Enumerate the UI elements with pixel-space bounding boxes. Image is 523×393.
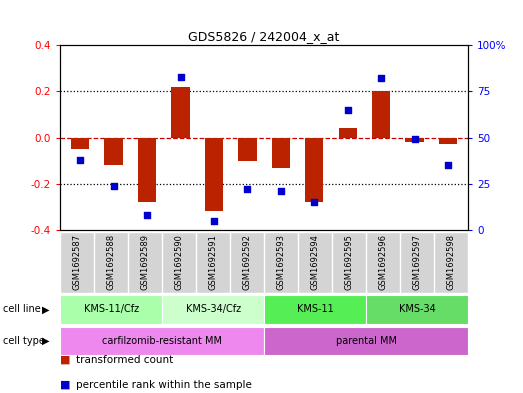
Text: transformed count: transformed count	[76, 354, 173, 365]
Point	[411, 136, 419, 143]
Bar	[162, 296, 264, 324]
Title: GDS5826 / 242004_x_at: GDS5826 / 242004_x_at	[188, 29, 340, 42]
Text: ▶: ▶	[42, 305, 50, 314]
Text: GSM1692598: GSM1692598	[447, 234, 456, 290]
Point	[277, 188, 285, 194]
Bar	[264, 296, 366, 324]
Bar	[60, 296, 162, 324]
Text: KMS-34: KMS-34	[399, 305, 436, 314]
Text: carfilzomib-resistant MM: carfilzomib-resistant MM	[102, 336, 222, 346]
Bar	[305, 138, 323, 202]
Point	[444, 162, 452, 168]
Text: GSM1692595: GSM1692595	[345, 234, 354, 290]
Point	[344, 107, 352, 113]
Bar	[405, 138, 424, 142]
Text: KMS-11: KMS-11	[297, 305, 334, 314]
Point	[76, 156, 84, 163]
Bar	[205, 138, 223, 211]
Bar	[366, 296, 468, 324]
Bar	[372, 91, 390, 138]
Bar	[138, 138, 156, 202]
Point	[310, 199, 319, 205]
Text: GSM1692590: GSM1692590	[175, 234, 184, 290]
Text: parental MM: parental MM	[336, 336, 396, 346]
Text: GSM1692594: GSM1692594	[311, 234, 320, 290]
Text: GSM1692588: GSM1692588	[107, 234, 116, 290]
Bar	[338, 128, 357, 138]
Text: KMS-34/Cfz: KMS-34/Cfz	[186, 305, 241, 314]
Bar	[71, 138, 89, 149]
Text: cell line: cell line	[3, 305, 40, 314]
Bar	[105, 138, 123, 165]
Bar	[271, 138, 290, 167]
Text: KMS-11/Cfz: KMS-11/Cfz	[84, 305, 139, 314]
Point	[109, 182, 118, 189]
Point	[243, 186, 252, 193]
Text: GSM1692597: GSM1692597	[413, 234, 422, 290]
Bar	[60, 327, 264, 355]
Text: percentile rank within the sample: percentile rank within the sample	[76, 380, 252, 390]
Text: GSM1692593: GSM1692593	[277, 234, 286, 290]
Bar	[172, 87, 190, 138]
Point	[176, 73, 185, 80]
Text: ▶: ▶	[42, 336, 50, 346]
Point	[210, 217, 218, 224]
Text: ■: ■	[60, 354, 71, 365]
Text: GSM1692596: GSM1692596	[379, 234, 388, 290]
Bar	[439, 138, 457, 145]
Text: GSM1692589: GSM1692589	[141, 234, 150, 290]
Text: GSM1692591: GSM1692591	[209, 234, 218, 290]
Text: cell type: cell type	[3, 336, 44, 346]
Text: GSM1692592: GSM1692592	[243, 234, 252, 290]
Bar	[238, 138, 257, 161]
Point	[377, 75, 385, 82]
Point	[143, 212, 151, 218]
Bar	[264, 327, 468, 355]
Text: GSM1692587: GSM1692587	[73, 234, 82, 290]
Text: ■: ■	[60, 380, 71, 390]
